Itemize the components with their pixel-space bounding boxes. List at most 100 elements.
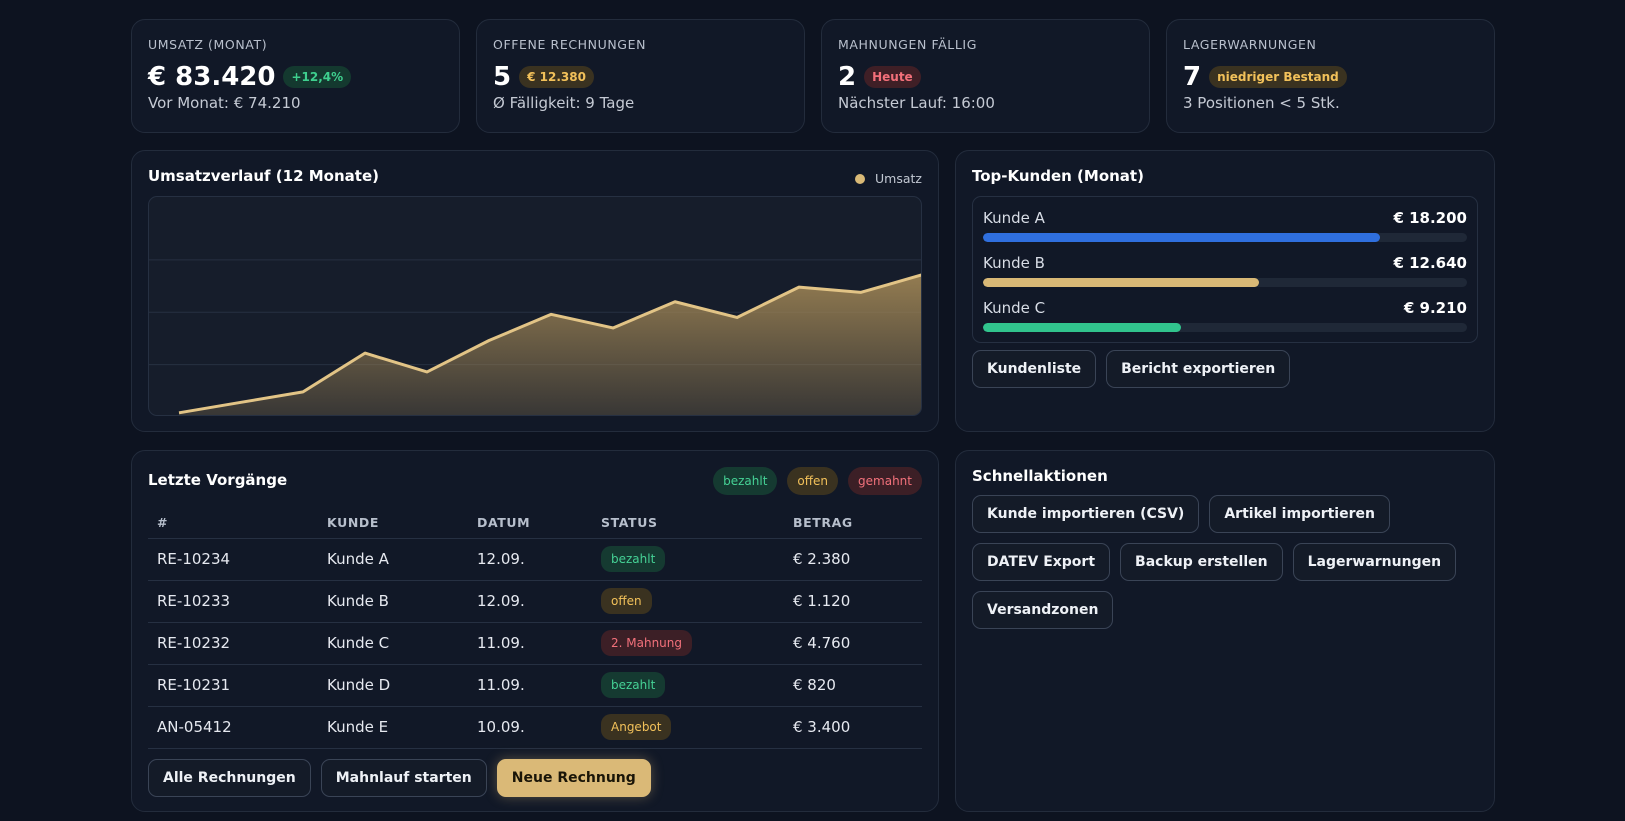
table-row[interactable]: RE-10234 Kunde A 12.09. bezahlt € 2.380 — [148, 538, 922, 581]
status-filter-tags: bezahlt offen gemahnt — [713, 467, 922, 495]
kpi-card-open-invoices: OFFENE RECHNUNGEN 5 € 12.380 Ø Fälligkei… — [476, 19, 805, 133]
kpi-value: 7 — [1183, 62, 1202, 92]
cell-id: RE-10233 — [148, 580, 318, 623]
cell-date: 11.09. — [468, 622, 592, 665]
kpi-label: UMSATZ (MONAT) — [148, 37, 268, 52]
cell-customer: Kunde D — [318, 664, 468, 707]
quick-actions-panel: Schnellaktionen Kunde importieren (CSV) … — [955, 450, 1495, 812]
datev-export-button[interactable]: DATEV Export — [972, 543, 1111, 581]
cell-amount: € 3.400 — [784, 706, 922, 749]
status-badge: bezahlt — [601, 672, 666, 698]
cell-date: 11.09. — [468, 664, 592, 707]
status-badge: bezahlt — [601, 546, 666, 572]
customers-list: Kunde A € 18.200 Kunde B € 12.640 Kunde … — [972, 196, 1478, 343]
top-customers-panel: Top-Kunden (Monat) Kunde A € 18.200 Kund… — [955, 150, 1495, 432]
kpi-due-badge: Heute — [864, 66, 921, 88]
customer-row: Kunde B € 12.640 — [983, 254, 1467, 287]
cell-customer: Kunde C — [318, 622, 468, 665]
kpi-card-stock-warnings: LAGERWARNUNGEN 7 niedriger Bestand 3 Pos… — [1166, 19, 1495, 133]
cell-id: AN-05412 — [148, 706, 318, 749]
table-row[interactable]: RE-10232 Kunde C 11.09. 2. Mahnung € 4.7… — [148, 622, 922, 665]
recent-transactions-panel: Letzte Vorgänge bezahlt offen gemahnt # … — [131, 450, 939, 812]
cell-id: RE-10232 — [148, 622, 318, 665]
shipping-zones-button[interactable]: Versandzonen — [972, 591, 1114, 629]
cell-amount: € 2.380 — [784, 538, 922, 581]
status-badge: offen — [601, 588, 652, 614]
cell-amount: € 1.120 — [784, 580, 922, 623]
customer-bar-track — [983, 323, 1467, 332]
cell-status: 2. Mahnung — [592, 622, 784, 665]
customer-list-button[interactable]: Kundenliste — [972, 350, 1097, 388]
kpi-subtext: Ø Fälligkeit: 9 Tage — [493, 94, 635, 112]
cell-amount: € 4.760 — [784, 622, 922, 665]
customer-bar-track — [983, 278, 1467, 287]
customer-name: Kunde B — [983, 254, 1045, 272]
filter-tag-dunned[interactable]: gemahnt — [848, 467, 922, 495]
cell-amount: € 820 — [784, 664, 922, 707]
status-badge: 2. Mahnung — [601, 630, 693, 656]
customer-name: Kunde C — [983, 299, 1046, 317]
kpi-subtext: 3 Positionen < 5 Stk. — [1183, 94, 1340, 112]
export-report-button[interactable]: Bericht exportieren — [1106, 350, 1291, 388]
cell-status: bezahlt — [592, 538, 784, 581]
legend-dot-icon — [855, 173, 866, 184]
kpi-amount-badge: € 12.380 — [519, 66, 594, 88]
start-dunning-button[interactable]: Mahnlauf starten — [320, 759, 487, 797]
kpi-stock-badge: niedriger Bestand — [1209, 66, 1347, 88]
import-customers-button[interactable]: Kunde importieren (CSV) — [972, 495, 1200, 533]
kpi-subtext: Nächster Lauf: 16:00 — [838, 94, 995, 112]
cell-status: bezahlt — [592, 664, 784, 707]
table-row[interactable]: RE-10231 Kunde D 11.09. bezahlt € 820 — [148, 664, 922, 707]
quick-actions-title: Schnellaktionen — [972, 467, 1108, 485]
cell-id: RE-10234 — [148, 538, 318, 581]
create-backup-button[interactable]: Backup erstellen — [1120, 543, 1283, 581]
column-header-status: STATUS — [592, 508, 784, 539]
column-header-customer: KUNDE — [318, 508, 468, 539]
stock-warnings-button[interactable]: Lagerwarnungen — [1292, 543, 1457, 581]
customer-bar-fill — [983, 278, 1259, 287]
cell-customer: Kunde A — [318, 538, 468, 581]
kpi-value: 5 — [493, 62, 512, 92]
transactions-table: # KUNDE DATUM STATUS BETRAG RE-10234 Kun… — [148, 508, 922, 749]
customers-title: Top-Kunden (Monat) — [972, 167, 1144, 185]
table-row[interactable]: AN-05412 Kunde E 10.09. Angebot € 3.400 — [148, 706, 922, 749]
kpi-subtext: Vor Monat: € 74.210 — [148, 94, 301, 112]
kpi-trend-badge: +12,4% — [283, 66, 352, 88]
column-header-amount: BETRAG — [784, 508, 922, 539]
customer-revenue: € 9.210 — [1403, 299, 1467, 317]
column-header-date: DATUM — [468, 508, 592, 539]
customer-revenue: € 12.640 — [1393, 254, 1467, 272]
filter-tag-open[interactable]: offen — [787, 467, 839, 495]
revenue-area — [179, 275, 921, 415]
revenue-chart-panel: Umsatzverlauf (12 Monate) Umsatz — [131, 150, 939, 432]
column-header-id: # — [148, 508, 318, 539]
chart-title: Umsatzverlauf (12 Monate) — [148, 167, 379, 185]
filter-tag-paid[interactable]: bezahlt — [713, 467, 778, 495]
table-row[interactable]: RE-10233 Kunde B 12.09. offen € 1.120 — [148, 580, 922, 623]
customer-bar-fill — [983, 323, 1182, 332]
quick-actions-grid: Kunde importieren (CSV) Artikel importie… — [972, 495, 1478, 629]
kpi-label: LAGERWARNUNGEN — [1183, 37, 1317, 52]
cell-date: 12.09. — [468, 538, 592, 581]
cell-status: Angebot — [592, 706, 784, 749]
revenue-chart — [149, 259, 921, 415]
all-invoices-button[interactable]: Alle Rechnungen — [148, 759, 311, 797]
cell-date: 10.09. — [468, 706, 592, 749]
transactions-title: Letzte Vorgänge — [148, 471, 288, 489]
kpi-card-dunning: MAHNUNGEN FÄLLIG 2 Heute Nächster Lauf: … — [821, 19, 1150, 133]
kpi-card-revenue: UMSATZ (MONAT) € 83.420 +12,4% Vor Monat… — [131, 19, 460, 133]
new-invoice-button[interactable]: Neue Rechnung — [496, 759, 651, 797]
cell-date: 12.09. — [468, 580, 592, 623]
customer-revenue: € 18.200 — [1393, 209, 1467, 227]
customer-row: Kunde C € 9.210 — [983, 299, 1467, 332]
status-badge: Angebot — [601, 714, 672, 740]
legend-label: Umsatz — [875, 171, 922, 186]
customer-bar-fill — [983, 233, 1380, 242]
customer-bar-track — [983, 233, 1467, 242]
import-articles-button[interactable]: Artikel importieren — [1209, 495, 1390, 533]
kpi-value: 2 — [838, 62, 857, 92]
customer-name: Kunde A — [983, 209, 1045, 227]
cell-status: offen — [592, 580, 784, 623]
chart-legend: Umsatz — [855, 171, 922, 186]
cell-customer: Kunde B — [318, 580, 468, 623]
